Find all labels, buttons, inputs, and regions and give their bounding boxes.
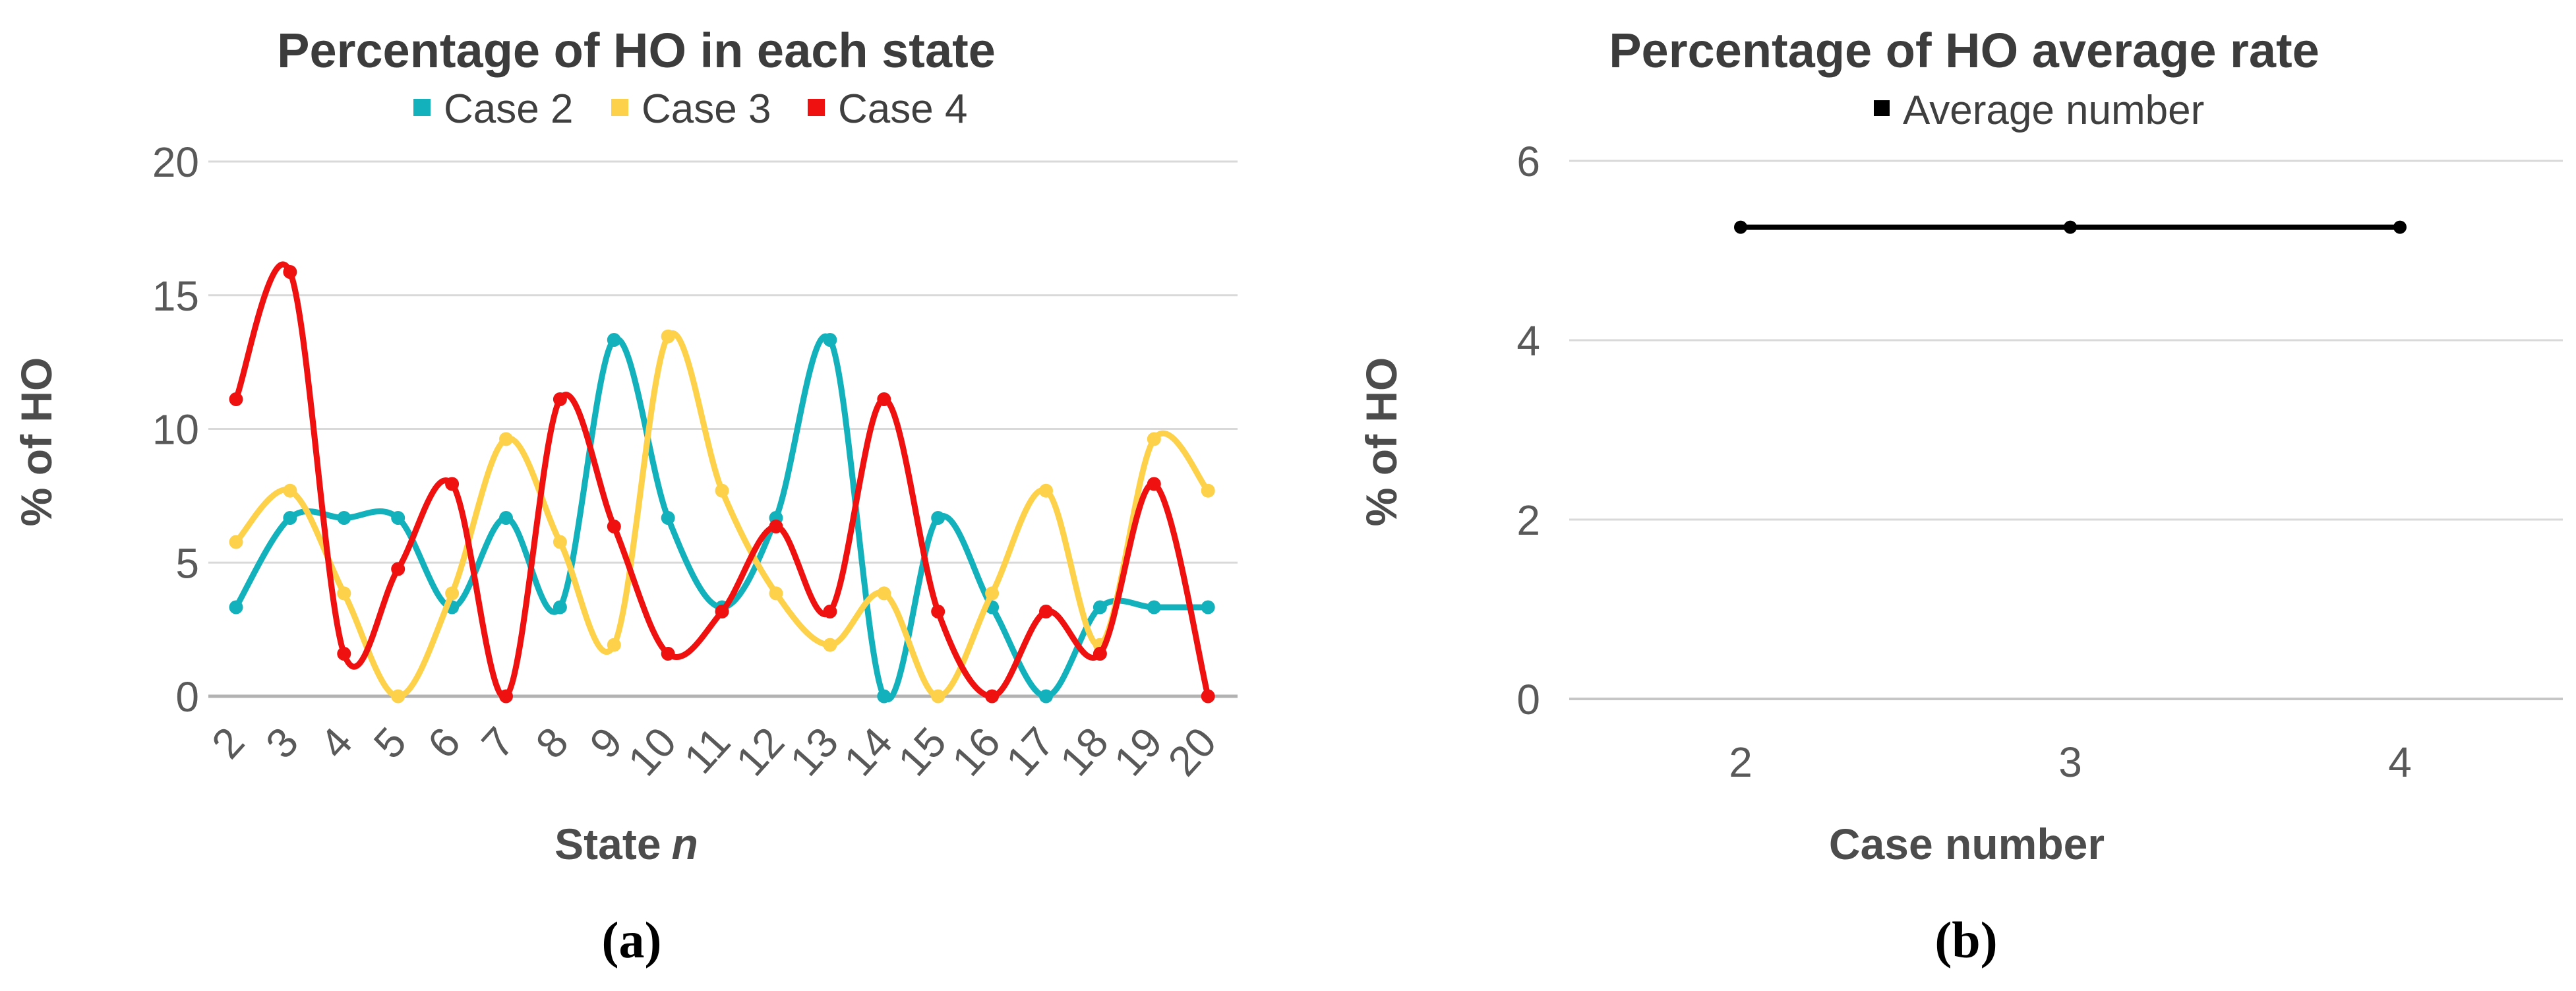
chart-b-plot-area: 0 2 4 6 2 3 4 — [1516, 138, 2563, 786]
data-point-marker-case-3 — [985, 586, 1000, 601]
data-point-marker-case-3 — [661, 329, 675, 344]
legend-swatch-case-2 — [413, 99, 431, 116]
data-point-marker-case-2 — [553, 600, 567, 615]
data-point-marker-case-2 — [823, 333, 837, 347]
data-point-marker-case-4 — [1093, 647, 1107, 661]
data-point-marker-case-4 — [877, 392, 891, 406]
data-point-marker-case-3 — [931, 689, 945, 704]
data-point-marker-case-4 — [229, 392, 243, 406]
series-line-case-2 — [233, 333, 1211, 702]
data-point-marker-case-3 — [1201, 483, 1215, 498]
data-point-marker-case-4 — [661, 647, 675, 661]
data-point-marker-case-2 — [877, 689, 891, 704]
data-point-marker-case-3 — [769, 586, 783, 601]
data-point-marker-case-2 — [499, 511, 513, 525]
panel-a: Percentage of HO in each state Case 2 Cas… — [12, 23, 1238, 969]
data-point-marker-average-number — [2393, 220, 2407, 234]
data-point-marker-case-4 — [445, 477, 460, 491]
chart-a-y-axis-label: % of HO — [12, 357, 61, 527]
data-point-marker-case-4 — [931, 605, 945, 618]
chart-b-legend: Average number — [1874, 88, 2204, 133]
data-point-marker-case-4 — [607, 520, 621, 533]
data-point-marker-case-2 — [931, 511, 945, 525]
x-tick-label: 3 — [2058, 738, 2082, 786]
x-tick-label: 4 — [2388, 738, 2412, 786]
data-point-marker-case-2 — [391, 511, 405, 525]
legend-swatch-case-3 — [611, 99, 628, 116]
chart-a-title: Percentage of HO in each state — [277, 23, 996, 78]
y-tick-label: 5 — [175, 539, 199, 587]
legend-label-case-4: Case 4 — [838, 86, 967, 132]
data-point-marker-case-3 — [823, 638, 837, 652]
data-point-marker-case-2 — [337, 511, 351, 525]
y-tick-label: 6 — [1516, 138, 1540, 185]
data-point-marker-case-4 — [1201, 689, 1215, 704]
data-point-marker-case-2 — [661, 511, 675, 525]
chart-b-y-axis-label: % of HO — [1357, 357, 1406, 527]
data-point-marker-case-4 — [499, 689, 513, 704]
panel-a-caption: (a) — [602, 911, 662, 969]
data-point-marker-case-2 — [1201, 600, 1215, 615]
data-point-marker-case-3 — [607, 638, 621, 652]
data-point-marker-case-2 — [1039, 689, 1053, 704]
data-point-marker-case-3 — [877, 586, 891, 601]
data-point-marker-case-4 — [283, 265, 297, 279]
data-point-marker-case-3 — [1039, 483, 1053, 498]
series-line-case-3 — [233, 330, 1211, 700]
chart-a-x-axis-label: State n — [554, 820, 698, 868]
data-point-marker-case-3 — [391, 689, 405, 704]
data-point-marker-case-2 — [1147, 600, 1161, 615]
panel-b: Percentage of HO average rate Average nu… — [1357, 23, 2563, 969]
data-point-marker-case-3 — [715, 483, 729, 498]
y-tick-label: 2 — [1516, 496, 1540, 544]
data-point-marker-case-4 — [1147, 477, 1161, 491]
y-tick-label: 15 — [152, 272, 199, 320]
legend-label-case-3: Case 3 — [642, 86, 771, 132]
data-point-marker-case-2 — [229, 600, 243, 615]
legend-label-case-2: Case 2 — [444, 86, 573, 132]
data-point-marker-case-2 — [1093, 600, 1107, 615]
data-point-marker-case-4 — [337, 647, 351, 661]
data-point-marker-case-4 — [823, 605, 837, 618]
x-tick-label: 2 — [1729, 738, 1752, 786]
data-point-marker-case-4 — [391, 562, 405, 576]
data-point-marker-average-number — [2064, 220, 2077, 234]
y-tick-label: 0 — [175, 673, 199, 721]
data-point-marker-case-4 — [1039, 605, 1053, 618]
data-point-marker-case-4 — [985, 689, 1000, 704]
x-axis-label-variable: n — [672, 820, 698, 868]
y-tick-label: 10 — [152, 406, 199, 454]
data-point-marker-case-3 — [445, 586, 460, 601]
chart-b-title: Percentage of HO average rate — [1609, 23, 2320, 78]
chart-b-x-axis-label: Case number — [1829, 820, 2105, 868]
legend-swatch-average-number — [1874, 100, 1890, 116]
data-point-marker-case-2 — [607, 333, 621, 347]
legend-swatch-case-4 — [808, 99, 825, 116]
data-point-marker-case-4 — [553, 392, 567, 406]
data-point-marker-case-2 — [283, 511, 297, 525]
data-point-marker-case-3 — [337, 586, 351, 601]
data-point-marker-case-3 — [229, 535, 243, 549]
data-point-marker-case-3 — [499, 432, 513, 446]
data-point-marker-case-4 — [715, 605, 729, 618]
y-tick-label: 20 — [152, 138, 199, 186]
y-tick-label: 0 — [1516, 676, 1540, 723]
data-point-marker-average-number — [1734, 220, 1747, 234]
data-point-marker-case-4 — [769, 520, 783, 533]
data-point-marker-case-3 — [1147, 432, 1161, 446]
panel-b-caption: (b) — [1934, 911, 1997, 969]
data-point-marker-case-3 — [553, 535, 567, 549]
y-tick-label: 4 — [1516, 317, 1540, 365]
chart-a-legend: Case 2 Case 3 Case 4 — [413, 86, 967, 132]
data-point-marker-case-3 — [283, 483, 297, 498]
x-axis-label-word: State — [554, 820, 661, 868]
legend-label-average-number: Average number — [1903, 88, 2204, 133]
